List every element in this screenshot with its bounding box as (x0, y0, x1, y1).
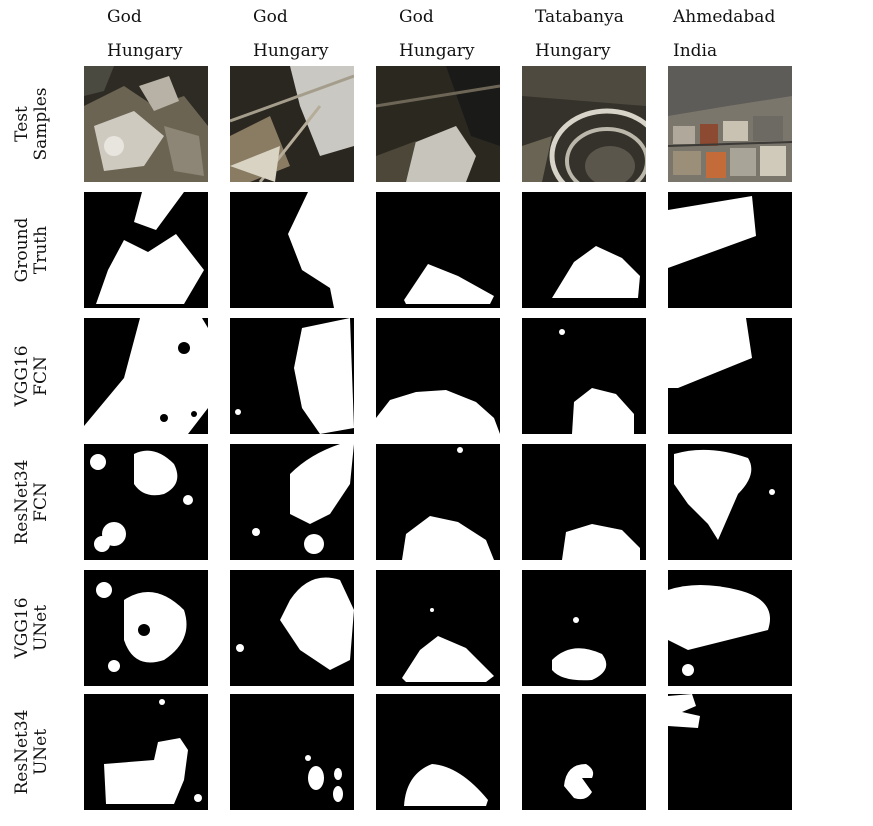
vgg16-fcn-prediction (522, 318, 646, 434)
column-header-2: God Hungary (253, 0, 393, 68)
vgg16-fcn-prediction (84, 318, 208, 434)
column-header-5: Ahmedabad India (673, 0, 813, 68)
column-place: Tatabanya (535, 7, 624, 27)
row-label-line: Ground (12, 217, 32, 283)
column-place: Ahmedabad (673, 7, 776, 27)
resnet34-unet-prediction (522, 694, 646, 810)
column-place: God (253, 7, 288, 27)
row-label-line: Truth (31, 225, 51, 275)
row-label-line: UNet (31, 728, 51, 776)
resnet34-fcn-prediction (230, 444, 354, 560)
column-country: Hungary (107, 41, 183, 61)
column-header-1: God Hungary (107, 0, 247, 68)
vgg16-unet-prediction (230, 570, 354, 686)
row-label-line: VGG16 (12, 345, 32, 407)
ground-truth-mask (230, 192, 354, 308)
vgg16-fcn-prediction (668, 318, 792, 434)
resnet34-unet-prediction (376, 694, 500, 810)
test-sample-image (668, 66, 792, 182)
row-label-line: FCN (31, 482, 51, 522)
column-header-4: Tatabanya Hungary (535, 0, 675, 68)
vgg16-unet-prediction (668, 570, 792, 686)
column-country: Hungary (535, 41, 611, 61)
resnet34-unet-prediction (230, 694, 354, 810)
resnet34-fcn-prediction (84, 444, 208, 560)
row-label-test-samples: Test Samples (12, 66, 51, 182)
row-label-line: Samples (31, 87, 51, 161)
row-label-vgg16-fcn: VGG16 FCN (12, 318, 51, 434)
vgg16-unet-prediction (84, 570, 208, 686)
column-country: India (673, 41, 718, 61)
column-country: Hungary (399, 41, 475, 61)
column-country: Hungary (253, 41, 329, 61)
row-label-line: VGG16 (12, 597, 32, 659)
row-label-vgg16-unet: VGG16 UNet (12, 570, 51, 686)
test-sample-image (230, 66, 354, 182)
vgg16-unet-prediction (522, 570, 646, 686)
vgg16-fcn-prediction (376, 318, 500, 434)
resnet34-fcn-prediction (668, 444, 792, 560)
row-label-resnet34-unet: ResNet34 UNet (12, 694, 51, 810)
test-sample-image (522, 66, 646, 182)
ground-truth-mask (668, 192, 792, 308)
vgg16-unet-prediction (376, 570, 500, 686)
test-sample-image (376, 66, 500, 182)
test-sample-image (84, 66, 208, 182)
column-place: God (107, 7, 142, 27)
ground-truth-mask (376, 192, 500, 308)
row-label-resnet34-fcn: ResNet34 FCN (12, 444, 51, 560)
row-label-line: FCN (31, 356, 51, 396)
resnet34-unet-prediction (668, 694, 792, 810)
row-label-line: Test (12, 106, 32, 142)
column-place: God (399, 7, 434, 27)
row-label-line: ResNet34 (12, 459, 32, 545)
resnet34-fcn-prediction (522, 444, 646, 560)
vgg16-fcn-prediction (230, 318, 354, 434)
row-label-ground-truth: Ground Truth (12, 192, 51, 308)
ground-truth-mask (84, 192, 208, 308)
ground-truth-mask (522, 192, 646, 308)
resnet34-unet-prediction (84, 694, 208, 810)
column-header-3: God Hungary (399, 0, 539, 68)
row-label-line: ResNet34 (12, 709, 32, 795)
resnet34-fcn-prediction (376, 444, 500, 560)
row-label-line: UNet (31, 604, 51, 652)
